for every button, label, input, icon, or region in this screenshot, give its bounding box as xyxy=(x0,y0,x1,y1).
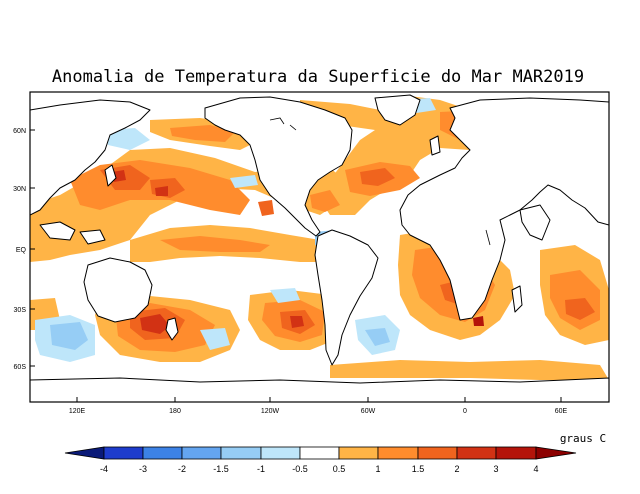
legend-swatch-p05-1 xyxy=(338,446,379,460)
lon-label-60e: 60E xyxy=(555,408,568,415)
minor-coast-details xyxy=(269,117,491,246)
legend-swatch-m1-m05 xyxy=(260,446,301,460)
lat-label-30n: 30N xyxy=(13,186,26,193)
legend-tick: 1 xyxy=(375,464,380,474)
legend-swatch-p15-2 xyxy=(417,446,458,460)
lon-label-60w: 60W xyxy=(361,408,376,415)
legend-tick: 3 xyxy=(493,464,498,474)
lat-label-30s: 30S xyxy=(14,307,27,314)
legend-tick: 1.5 xyxy=(412,464,425,474)
map-title: Anomalia de Temperatura da Superficie do… xyxy=(52,67,584,87)
legend-swatch-m15-m1 xyxy=(220,446,262,460)
legend-swatch-m2-m15 xyxy=(181,446,222,460)
lon-label-120e: 120E xyxy=(69,408,86,415)
legend-tick: -2 xyxy=(178,464,186,474)
color-legend xyxy=(64,446,577,460)
legend-tick: -4 xyxy=(100,464,108,474)
lon-axis-ticks xyxy=(76,397,562,402)
legend-swatch-above-4 xyxy=(535,446,577,460)
map-plot-area xyxy=(30,92,609,402)
legend-swatch-p2-3 xyxy=(456,446,497,460)
lat-axis-ticks xyxy=(30,129,35,367)
map-frame xyxy=(29,91,610,403)
legend-tick: -1 xyxy=(257,464,265,474)
lon-label-0: 0 xyxy=(463,408,467,415)
legend-swatch-below-m4 xyxy=(64,446,105,460)
legend-swatch-p1-15 xyxy=(377,446,419,460)
legend-tick: -3 xyxy=(139,464,147,474)
lon-label-180: 180 xyxy=(169,408,181,415)
lat-label-60n: 60N xyxy=(13,128,26,135)
legend-tick: 2 xyxy=(454,464,459,474)
legend-swatch-m4-m3 xyxy=(103,446,144,460)
lat-label-eq: EQ xyxy=(16,247,27,254)
lon-label-120w: 120W xyxy=(261,408,280,415)
unit-label: graus C xyxy=(560,432,606,445)
legend-tick: 0.5 xyxy=(333,464,346,474)
legend-tick: 4 xyxy=(533,464,538,474)
legend-swatch-m3-m2 xyxy=(142,446,183,460)
legend-swatch-neutral xyxy=(299,446,340,460)
legend-swatch-p3-4 xyxy=(495,446,537,460)
legend-tick: -1.5 xyxy=(213,464,229,474)
lat-label-60s: 60S xyxy=(14,364,27,371)
continent-outlines xyxy=(30,94,609,402)
legend-tick: -0.5 xyxy=(292,464,308,474)
